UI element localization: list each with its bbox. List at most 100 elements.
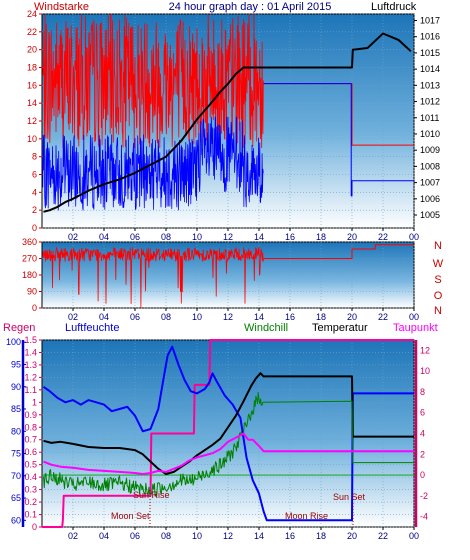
chart1-wind-noise xyxy=(42,116,264,211)
chart1-luftdruck-y-tick-label: 1013 xyxy=(420,80,440,90)
chart1-windstarke-y-tick-label: 8 xyxy=(32,152,37,162)
direction-label-n-top: N xyxy=(434,240,442,252)
chart1-luftdruck-y-tick-label: 1009 xyxy=(420,145,440,155)
direction-label-s: S xyxy=(434,274,441,286)
chart2-x-tick-label: 08 xyxy=(161,312,171,322)
chart1-luftdruck-y-tick-label: 1007 xyxy=(420,178,440,188)
chart2-x-tick-label: 06 xyxy=(130,312,140,322)
chart3-rain-y-tick-label: 0.4 xyxy=(24,472,37,482)
chart3-rain-y-tick-label: 0.2 xyxy=(24,497,37,507)
chart1-title: 24 hour graph day : 01 April 2015 xyxy=(169,1,332,13)
chart3-rain-y-tick-label: 0.6 xyxy=(24,447,37,457)
chart3-temperature-y-tick-label: 4 xyxy=(420,429,425,439)
chart3-temperature-y-tick-label: 2 xyxy=(420,449,425,459)
chart2-x-tick-label: 12 xyxy=(223,312,233,322)
chart1-windstarke-y-tick-label: 10 xyxy=(27,134,37,144)
chart1-luftdruck-y-tick-label: 1015 xyxy=(420,48,440,58)
chart3-x-tick-label: 10 xyxy=(192,531,202,541)
chart1-luftdruck-y-tick-label: 1017 xyxy=(420,15,440,25)
chart3-temperature-y-tick-label: -2 xyxy=(420,491,428,501)
chart3-temperature-y-tick-label: 8 xyxy=(420,387,425,397)
chart2-y-tick-label: 270 xyxy=(22,254,37,264)
chart3-x-tick-label: 14 xyxy=(254,531,264,541)
chart2-direction-noise xyxy=(42,247,264,308)
chart3-x-tick-label: 02 xyxy=(68,531,78,541)
chart3-humidity-y-tick-label: 70 xyxy=(11,471,21,481)
chart3-humidity-line xyxy=(42,345,414,522)
chart1-wind_level-line xyxy=(263,83,414,197)
chart3-humidity-y-tick-label: 75 xyxy=(11,449,21,459)
chart3-rain-y-tick-label: 1.5 xyxy=(24,335,37,345)
chart3-rain-y-tick-label: 1 xyxy=(32,397,37,407)
chart1-luftdruck-y-tick-label: 1016 xyxy=(420,32,440,42)
chart1-windstarke-y-tick-label: 4 xyxy=(32,187,37,197)
sun-set-annotation: Sun Set xyxy=(333,492,366,502)
label-taupunkt: Taupunkt xyxy=(393,322,438,334)
chart1-windstarke-y-tick-label: 22 xyxy=(27,27,37,37)
moon-set-annotation: Moon Set xyxy=(111,511,150,521)
chart1-windstarke-y-tick-label: 16 xyxy=(27,80,37,90)
chart1-windstarke-y-tick-label: 2 xyxy=(32,205,37,215)
chart1-x-tick-label: 02 xyxy=(68,232,78,242)
chart3-rain-line xyxy=(42,339,414,528)
chart3-rain-y-tick-label: 0.3 xyxy=(24,485,37,495)
chart1-x-tick-label: 08 xyxy=(161,232,171,242)
chart1-windstarke-y-tick-label: 0 xyxy=(32,223,37,233)
chart3-temperature-y-tick-label: -4 xyxy=(420,512,428,522)
chart3-temperature-y-tick-label: 10 xyxy=(420,366,430,376)
chart1-windstarke-y-tick-label: 18 xyxy=(27,63,37,73)
chart3-rain-y-tick-label: 0 xyxy=(32,522,37,532)
chart1-windstarke-y-tick-label: 12 xyxy=(27,116,37,126)
chart2-direction_level-line xyxy=(263,244,414,259)
direction-label-n-bottom: N xyxy=(434,305,442,317)
chart1-luftdruck-y-tick-label: 1008 xyxy=(420,161,440,171)
chart2-x-tick-label: 20 xyxy=(347,312,357,322)
chart2-x-tick-label: 14 xyxy=(254,312,264,322)
chart1-x-tick-label: 14 xyxy=(254,232,264,242)
chart2-x-tick-label: 00 xyxy=(409,312,419,322)
chart1-luftdruck-y-tick-label: 1012 xyxy=(420,97,440,107)
chart3-dewpoint-line xyxy=(43,432,414,475)
chart1-windstarke-y-tick-label: 14 xyxy=(27,98,37,108)
chart3-humidity-y-tick-label: 95 xyxy=(11,359,21,369)
chart1-pressure-line xyxy=(43,32,412,213)
chart1-x-tick-label: 16 xyxy=(285,232,295,242)
chart3-x-tick-label: 08 xyxy=(161,531,171,541)
chart3-rain-y-tick-label: 0.1 xyxy=(24,510,37,520)
direction-label-o: O xyxy=(434,290,443,302)
chart1-windstarke-y-tick-label: 24 xyxy=(27,9,37,19)
chart1-luftdruck-y-tick-label: 1014 xyxy=(420,64,440,74)
chart2-x-tick-label: 22 xyxy=(378,312,388,322)
chart3-rain-y-tick-label: 0.9 xyxy=(24,410,37,420)
chart3-rain-y-tick-label: 1.3 xyxy=(24,360,37,370)
chart2-y-tick-label: 0 xyxy=(32,303,37,313)
chart3-x-tick-label: 06 xyxy=(130,531,140,541)
chart3-x-tick-label: 20 xyxy=(347,531,357,541)
chart2-x-tick-label: 16 xyxy=(285,312,295,322)
chart1-x-tick-label: 20 xyxy=(347,232,357,242)
chart3-humidity-y-tick-label: 65 xyxy=(11,493,21,503)
sun-rise-annotation: Sun Rise xyxy=(133,490,170,500)
chart1-right-axis-label: Luftdruck xyxy=(371,1,417,13)
chart2-y-tick-label: 90 xyxy=(27,287,37,297)
chart1-windstarke-y-tick-label: 20 xyxy=(27,45,37,55)
label-regen: Regen xyxy=(3,322,35,334)
chart1-x-tick-label: 12 xyxy=(223,232,233,242)
chart3-humidity-y-tick-label: 60 xyxy=(11,515,21,525)
chart3-temperature-y-tick-label: 6 xyxy=(420,408,425,418)
chart2-x-tick-label: 10 xyxy=(192,312,202,322)
chart1-x-tick-label: 10 xyxy=(192,232,202,242)
chart3-rain-y-tick-label: 0.7 xyxy=(24,435,37,445)
chart3-humidity-y-tick-label: 85 xyxy=(11,404,21,414)
chart2-x-tick-label: 02 xyxy=(68,312,78,322)
chart1-luftdruck-y-tick-label: 1006 xyxy=(420,194,440,204)
chart3-rain-y-tick-label: 1.4 xyxy=(24,347,37,357)
chart1-x-tick-label: 22 xyxy=(378,232,388,242)
chart1-x-tick-label: 00 xyxy=(409,232,419,242)
chart3-windchill-line xyxy=(43,391,414,497)
chart3-rain-y-tick-label: 0.8 xyxy=(24,422,37,432)
direction-label-w: W xyxy=(433,258,444,270)
label-temperatur: Temperatur xyxy=(312,322,368,334)
chart1-windstarke-y-tick-label: 6 xyxy=(32,170,37,180)
